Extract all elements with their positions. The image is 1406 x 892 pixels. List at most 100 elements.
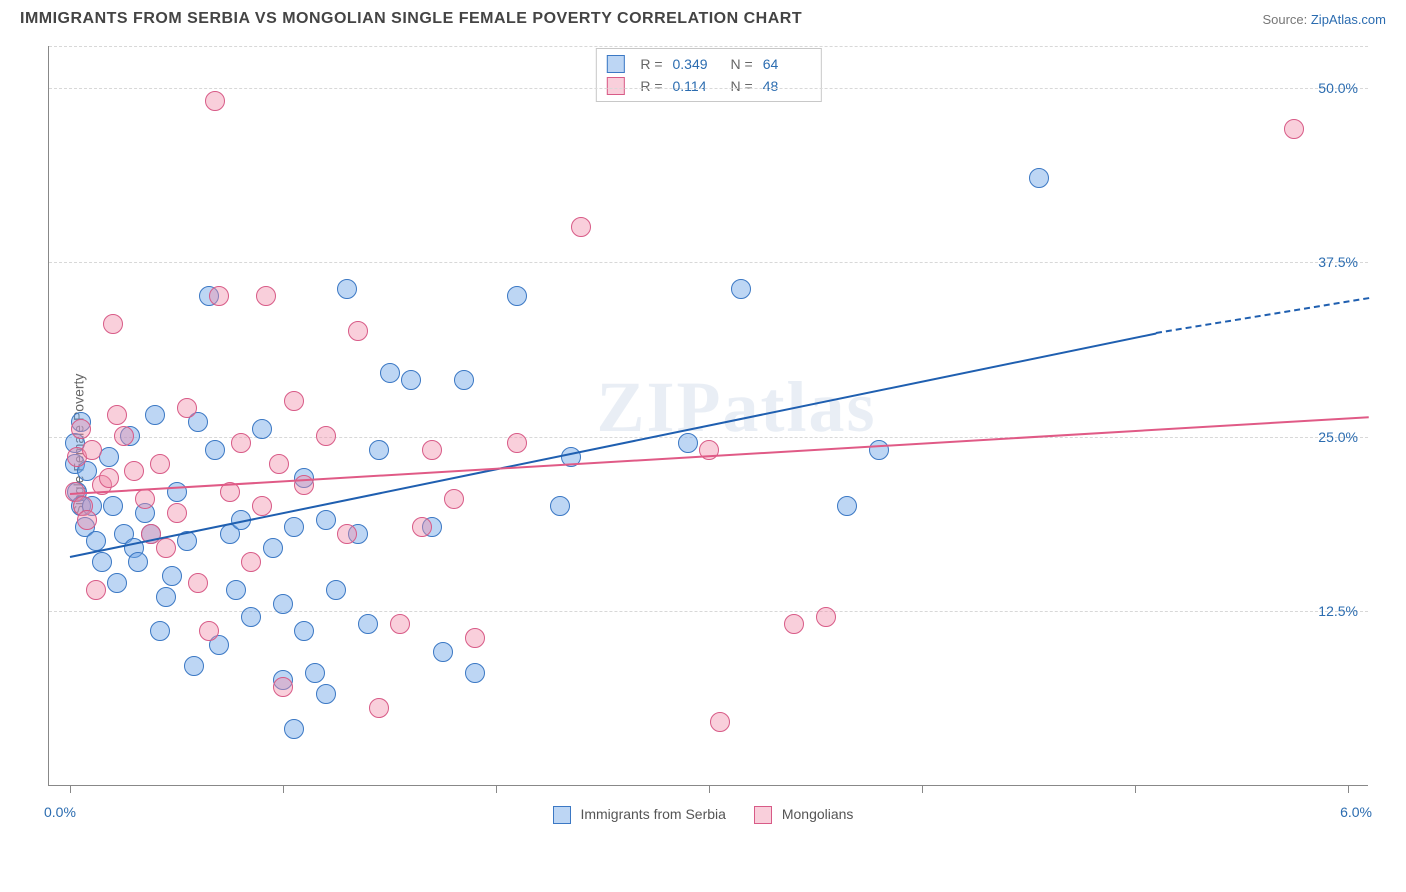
data-point-mongolia (507, 433, 527, 453)
data-point-serbia (294, 621, 314, 641)
x-tick (1135, 785, 1136, 793)
data-point-mongolia (369, 698, 389, 718)
stats-row-mongolia: R = 0.114 N = 48 (606, 75, 810, 97)
data-point-serbia (454, 370, 474, 390)
data-point-mongolia (77, 510, 97, 530)
source-attribution: Source: ZipAtlas.com (1262, 12, 1386, 27)
data-point-serbia (465, 663, 485, 683)
n-value-serbia: 64 (763, 53, 811, 75)
data-point-serbia (869, 440, 889, 460)
stats-row-serbia: R = 0.349 N = 64 (606, 53, 810, 75)
data-point-mongolia (188, 573, 208, 593)
n-value-mongolia: 48 (763, 75, 811, 97)
data-point-serbia (145, 405, 165, 425)
x-tick (70, 785, 71, 793)
data-point-mongolia (135, 489, 155, 509)
r-value-serbia: 0.349 (673, 53, 721, 75)
data-point-serbia (162, 566, 182, 586)
data-point-serbia (316, 684, 336, 704)
data-point-serbia (401, 370, 421, 390)
swatch-mongolia (606, 77, 624, 95)
data-point-serbia (167, 482, 187, 502)
data-point-serbia (241, 607, 261, 627)
legend-item-mongolia: Mongolians (754, 806, 854, 824)
gridline-h (49, 46, 1368, 47)
data-point-mongolia (337, 524, 357, 544)
data-point-mongolia (71, 419, 91, 439)
data-point-serbia (99, 447, 119, 467)
data-point-mongolia (273, 677, 293, 697)
data-point-serbia (1029, 168, 1049, 188)
data-point-serbia (837, 496, 857, 516)
data-point-mongolia (316, 426, 336, 446)
n-label: N = (731, 53, 753, 75)
x-tick (922, 785, 923, 793)
source-link[interactable]: ZipAtlas.com (1311, 12, 1386, 27)
chart-title: IMMIGRANTS FROM SERBIA VS MONGOLIAN SING… (20, 10, 802, 28)
data-point-mongolia (167, 503, 187, 523)
legend-label-serbia: Immigrants from Serbia (580, 806, 725, 822)
data-point-serbia (380, 363, 400, 383)
swatch-serbia (606, 55, 624, 73)
data-point-mongolia (256, 286, 276, 306)
data-point-mongolia (284, 391, 304, 411)
gridline-h (49, 88, 1368, 89)
data-point-serbia (226, 580, 246, 600)
bottom-legend: Immigrants from Serbia Mongolians (0, 806, 1406, 824)
data-point-serbia (184, 656, 204, 676)
legend-label-mongolia: Mongolians (782, 806, 854, 822)
plot-area: ZIPatlas R = 0.349 N = 64 R = 0.114 N = … (48, 46, 1368, 786)
data-point-mongolia (231, 433, 251, 453)
data-point-serbia (103, 496, 123, 516)
data-point-serbia (507, 286, 527, 306)
data-point-mongolia (86, 580, 106, 600)
data-point-mongolia (390, 614, 410, 634)
data-point-mongolia (348, 321, 368, 341)
data-point-serbia (731, 279, 751, 299)
data-point-mongolia (571, 217, 591, 237)
data-point-serbia (369, 440, 389, 460)
data-point-mongolia (816, 607, 836, 627)
data-point-mongolia (82, 440, 102, 460)
chart-container: Single Female Poverty ZIPatlas R = 0.349… (0, 34, 1406, 854)
data-point-serbia (433, 642, 453, 662)
data-point-serbia (273, 594, 293, 614)
data-point-serbia (358, 614, 378, 634)
data-point-mongolia (1284, 119, 1304, 139)
data-point-serbia (550, 496, 570, 516)
data-point-serbia (678, 433, 698, 453)
data-point-serbia (128, 552, 148, 572)
y-tick-label: 25.0% (1318, 429, 1358, 445)
data-point-serbia (86, 531, 106, 551)
data-point-mongolia (199, 621, 219, 641)
stats-legend-box: R = 0.349 N = 64 R = 0.114 N = 48 (595, 48, 821, 102)
data-point-mongolia (422, 440, 442, 460)
data-point-mongolia (114, 426, 134, 446)
data-point-mongolia (156, 538, 176, 558)
legend-swatch-mongolia (754, 806, 772, 824)
data-point-serbia (284, 719, 304, 739)
x-tick (1348, 785, 1349, 793)
data-point-serbia (316, 510, 336, 530)
data-point-serbia (326, 580, 346, 600)
header: IMMIGRANTS FROM SERBIA VS MONGOLIAN SING… (0, 0, 1406, 34)
data-point-serbia (156, 587, 176, 607)
gridline-h (49, 262, 1368, 263)
data-point-serbia (263, 538, 283, 558)
x-tick (496, 785, 497, 793)
data-point-mongolia (205, 91, 225, 111)
data-point-serbia (150, 621, 170, 641)
legend-swatch-serbia (553, 806, 571, 824)
data-point-serbia (337, 279, 357, 299)
data-point-mongolia (107, 405, 127, 425)
legend-item-serbia: Immigrants from Serbia (553, 806, 726, 824)
n-label: N = (731, 75, 753, 97)
data-point-mongolia (177, 398, 197, 418)
data-point-serbia (205, 440, 225, 460)
data-point-mongolia (209, 286, 229, 306)
data-point-serbia (305, 663, 325, 683)
data-point-mongolia (103, 314, 123, 334)
data-point-mongolia (252, 496, 272, 516)
x-tick (709, 785, 710, 793)
data-point-serbia (252, 419, 272, 439)
